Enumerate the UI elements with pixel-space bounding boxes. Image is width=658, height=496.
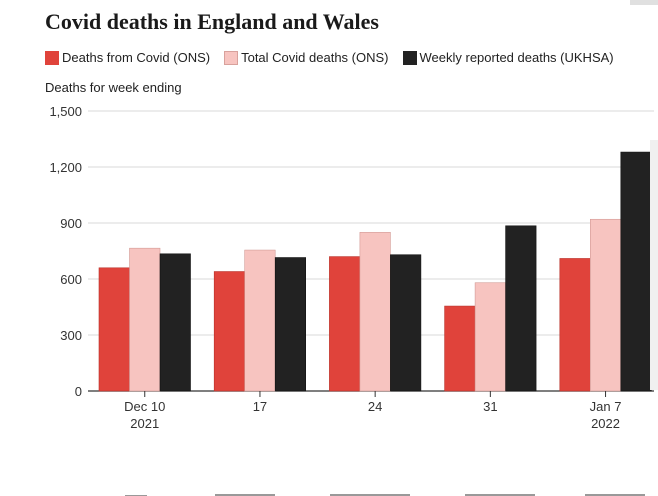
y-tick-label: 600 — [60, 272, 82, 287]
right-edge-strip — [650, 140, 658, 390]
x-tick-label: 2022 — [591, 416, 620, 431]
top-divider — [630, 0, 658, 5]
y-tick-label: 1,200 — [49, 160, 82, 175]
legend-item-total-covid-deaths: Total Covid deaths (ONS) — [224, 50, 389, 65]
bar-deaths-from-covid — [213, 271, 245, 392]
bar-deaths-from-covid — [98, 267, 130, 392]
legend-label-weekly-reported-deaths: Weekly reported deaths (UKHSA) — [419, 50, 614, 65]
x-tick-label: 31 — [483, 399, 497, 414]
bar-total-covid-deaths — [589, 218, 622, 392]
legend-label-deaths-from-covid: Deaths from Covid (ONS) — [62, 50, 211, 65]
bar-weekly-reported-deaths — [274, 257, 307, 392]
x-tick-label: Jan 7 — [590, 399, 622, 414]
legend-label-total-covid-deaths: Total Covid deaths (ONS) — [241, 50, 389, 65]
bar-total-covid-deaths — [244, 249, 276, 392]
bar-weekly-reported-deaths — [620, 151, 652, 392]
cut-off-text-line — [45, 484, 658, 496]
y-axis-label: Deaths for week ending — [45, 80, 182, 95]
bar-deaths-from-covid — [559, 258, 591, 392]
bar-total-covid-deaths — [359, 232, 391, 392]
legend-swatch-deaths-from-covid — [45, 50, 59, 65]
bar-deaths-from-covid — [444, 305, 476, 392]
y-tick-label: 0 — [75, 384, 82, 399]
y-tick-label: 900 — [60, 216, 82, 231]
x-tick-label: 2021 — [130, 416, 159, 431]
bar-weekly-reported-deaths — [505, 225, 537, 392]
x-tick-label: 17 — [253, 399, 267, 414]
legend-swatch-total-covid-deaths — [224, 50, 239, 65]
bar-deaths-from-covid — [329, 256, 361, 392]
legend-swatch-weekly-reported-deaths — [402, 50, 417, 65]
bar-total-covid-deaths — [474, 282, 506, 392]
x-tick-label: 24 — [368, 399, 382, 414]
y-tick-label: 1,500 — [49, 104, 82, 119]
chart-legend: Deaths from Covid (ONS) Total Covid deat… — [45, 50, 614, 65]
bar-weekly-reported-deaths — [159, 253, 191, 392]
y-tick-label: 300 — [60, 328, 82, 343]
bar-weekly-reported-deaths — [390, 254, 422, 392]
bar-total-covid-deaths — [129, 247, 161, 392]
chart-title: Covid deaths in England and Wales — [45, 9, 379, 34]
x-tick-label: Dec 10 — [124, 399, 165, 414]
legend-item-deaths-from-covid: Deaths from Covid (ONS) — [45, 50, 210, 65]
legend-item-weekly-reported-deaths: Weekly reported deaths (UKHSA) — [402, 50, 614, 65]
